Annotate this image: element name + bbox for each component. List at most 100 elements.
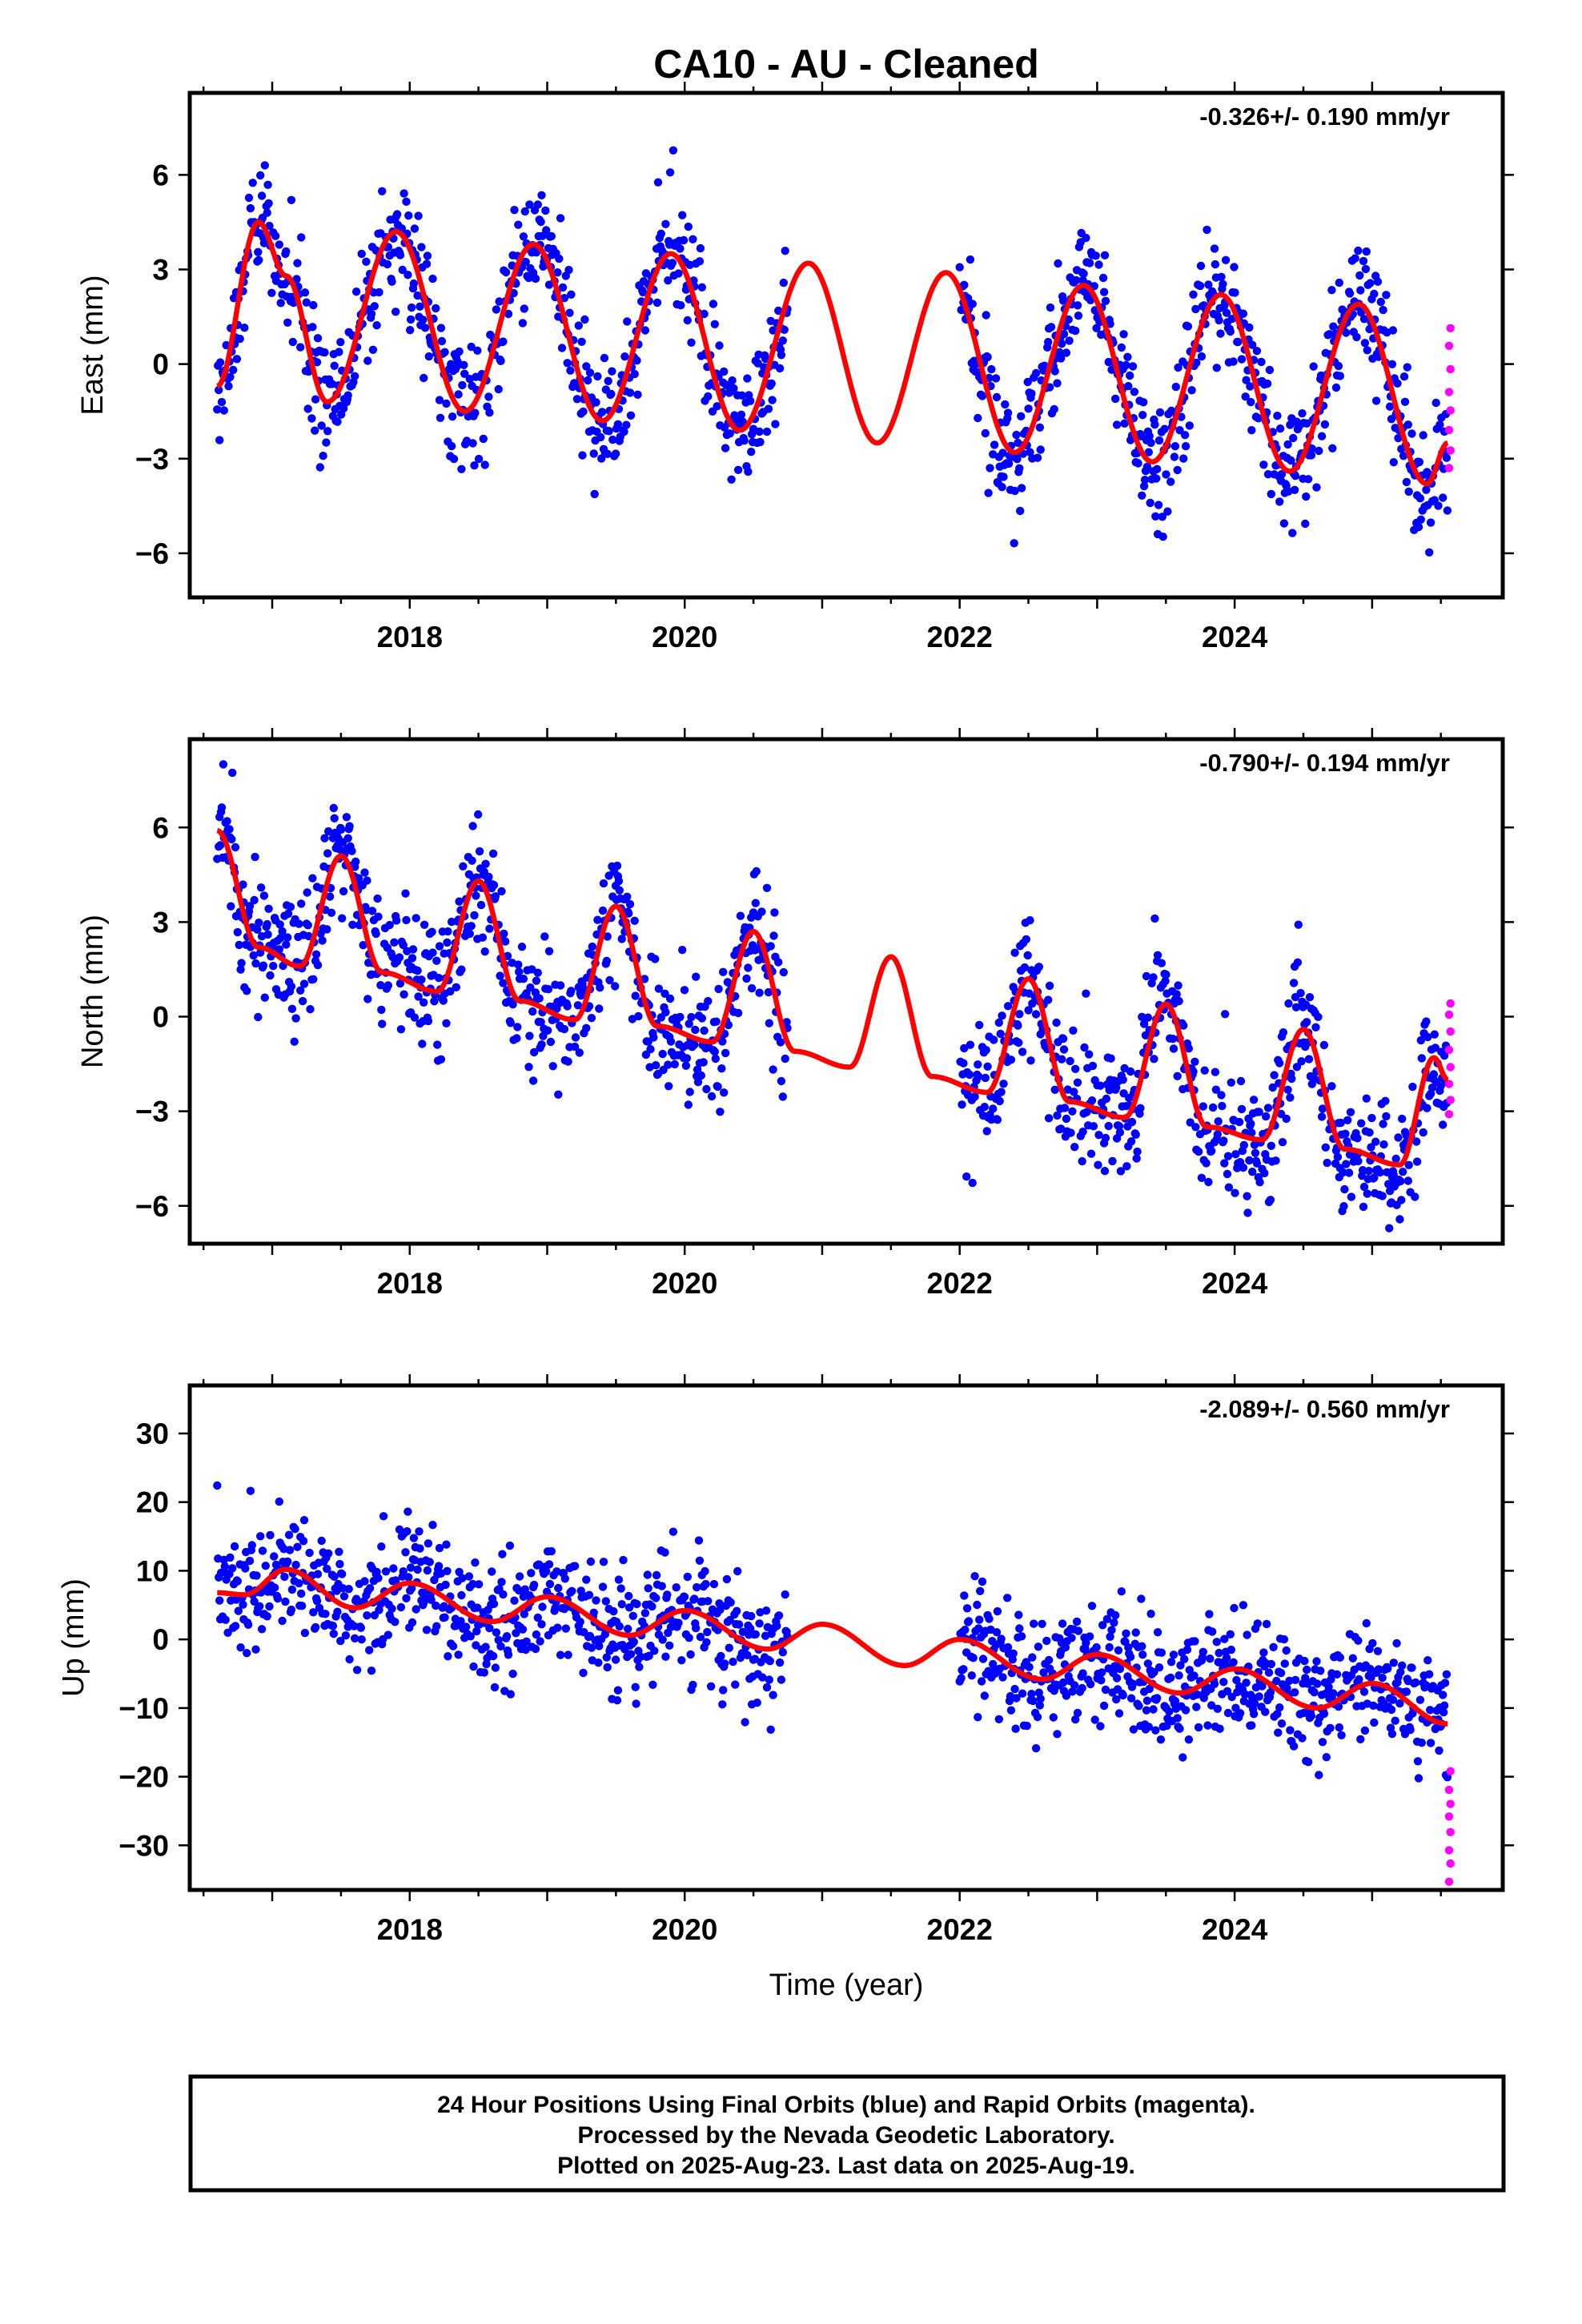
data-point	[1398, 1661, 1407, 1670]
data-point	[1180, 431, 1190, 440]
data-point	[1206, 1655, 1215, 1663]
data-point	[1196, 261, 1206, 271]
data-point	[352, 1666, 362, 1675]
data-point	[529, 1580, 539, 1590]
data-point	[408, 954, 417, 963]
data-point	[1342, 328, 1351, 337]
data-point	[455, 347, 464, 356]
data-point	[440, 1613, 449, 1622]
data-point	[499, 1590, 508, 1599]
data-point	[1406, 1725, 1415, 1735]
data-point	[1270, 1071, 1279, 1080]
rapid-point	[1446, 324, 1455, 332]
data-point	[640, 326, 650, 335]
data-point	[984, 1667, 993, 1675]
data-point	[1207, 1701, 1216, 1710]
data-point	[1423, 1656, 1432, 1665]
data-point	[1139, 1019, 1149, 1028]
data-point	[251, 959, 260, 968]
data-point	[1017, 484, 1026, 493]
data-point	[1439, 1708, 1448, 1717]
data-point	[1060, 1104, 1070, 1112]
data-point	[338, 914, 347, 923]
data-point	[245, 902, 255, 911]
data-point	[255, 919, 263, 927]
data-point	[1199, 1647, 1208, 1656]
data-point	[1259, 460, 1268, 469]
data-point	[1045, 383, 1054, 392]
data-point	[256, 948, 265, 957]
data-point	[974, 1624, 983, 1633]
data-point	[1144, 1723, 1154, 1731]
data-point	[1354, 246, 1363, 255]
data-point	[420, 373, 428, 383]
data-point	[632, 1699, 640, 1708]
data-point	[240, 324, 249, 332]
data-point	[293, 1542, 302, 1551]
data-point	[1430, 1030, 1439, 1039]
data-point	[280, 1572, 289, 1582]
data-point	[1082, 989, 1090, 998]
data-point	[593, 915, 602, 924]
rapid-point	[1444, 1785, 1454, 1795]
data-point	[1425, 1670, 1434, 1679]
data-point	[1199, 1102, 1208, 1111]
data-point	[1014, 438, 1022, 448]
data-point	[251, 1645, 260, 1654]
data-point	[1247, 397, 1255, 407]
data-point	[327, 908, 336, 918]
data-point	[719, 1686, 728, 1695]
data-point	[1213, 1704, 1223, 1713]
data-point	[1442, 453, 1452, 462]
data-point	[1163, 507, 1172, 516]
data-point	[237, 959, 246, 967]
data-point	[1315, 446, 1323, 456]
data-point	[263, 180, 272, 189]
data-point	[615, 1622, 624, 1631]
data-point	[1271, 1156, 1280, 1165]
data-point	[999, 472, 1008, 481]
data-point	[693, 1078, 703, 1087]
rapid-point	[1444, 341, 1454, 350]
data-point	[996, 1029, 1005, 1039]
data-point	[383, 981, 392, 990]
data-point	[1408, 1082, 1417, 1092]
data-point	[1223, 1708, 1233, 1718]
data-point	[436, 413, 445, 422]
data-point	[652, 1594, 661, 1602]
data-point	[377, 1542, 386, 1551]
data-point	[512, 1034, 521, 1043]
data-point	[335, 1559, 344, 1569]
data-point	[1407, 429, 1416, 438]
data-point	[465, 929, 474, 939]
data-point	[676, 1012, 685, 1022]
data-point	[303, 888, 311, 897]
data-point	[712, 1017, 721, 1026]
data-point	[747, 448, 756, 456]
data-point	[1018, 1047, 1027, 1056]
data-point	[685, 1634, 693, 1642]
data-point	[1015, 464, 1024, 472]
data-point	[542, 226, 551, 235]
data-point	[1106, 1054, 1115, 1063]
data-point	[1190, 1671, 1199, 1680]
y-tick-label: 0	[152, 1623, 169, 1656]
data-point	[1133, 1147, 1142, 1156]
data-point	[1422, 485, 1431, 494]
data-point	[1010, 539, 1018, 548]
data-point	[1239, 309, 1248, 318]
data-point	[236, 1643, 245, 1652]
data-point	[777, 351, 786, 360]
data-point	[1131, 1130, 1140, 1140]
data-point	[264, 199, 273, 208]
data-point	[404, 211, 413, 220]
x-tick-label: 2024	[1202, 621, 1268, 653]
rapid-orbit-points	[1444, 1767, 1455, 1886]
data-point	[1331, 383, 1341, 392]
data-point	[480, 1668, 488, 1677]
data-point	[989, 1659, 998, 1669]
data-point	[263, 930, 272, 939]
data-point	[1417, 1054, 1427, 1063]
data-point	[434, 974, 444, 983]
data-point	[1106, 1632, 1114, 1641]
